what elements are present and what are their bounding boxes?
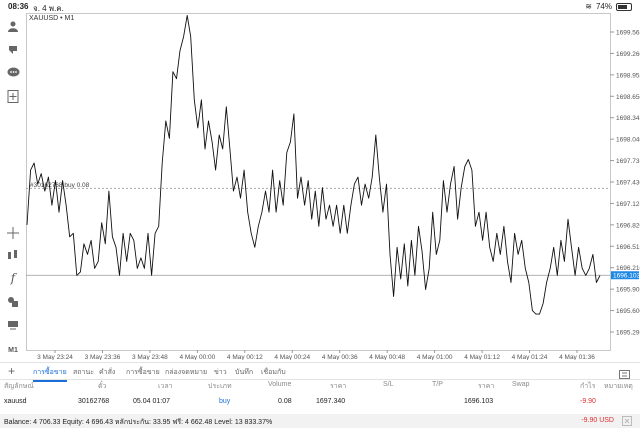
row-symbol: xauusd (4, 398, 27, 405)
layers-icon[interactable] (6, 318, 20, 332)
price-tick-label: 1697.735 (616, 158, 640, 165)
tab-status[interactable]: สถานะ (73, 369, 94, 376)
price-tick-label: 1698.650 (616, 94, 640, 101)
status-time: 08:36 (8, 2, 29, 11)
tab-connect[interactable]: เชื่อมกับ (261, 369, 286, 376)
time-tick-label: 4 May 00:48 (369, 354, 405, 360)
tab-journal[interactable]: บันทึก (235, 369, 254, 376)
user-icon[interactable] (6, 19, 20, 33)
col-swap: Swap (512, 381, 530, 388)
row-type: buy (219, 398, 231, 405)
price-tick-label: 1695.600 (616, 308, 640, 315)
time-tick-label: 4 May 01:36 (559, 354, 595, 360)
toolbox-tabs: + การซื้อขาย สถานะ คำสั่ง การซื้อขาย กล่… (0, 362, 640, 382)
indicator-icon[interactable] (6, 248, 20, 262)
price-tick-label: 1697.125 (616, 201, 640, 208)
tab-history[interactable]: การซื้อขาย (126, 369, 160, 376)
wifi-icon: ≋ (585, 2, 592, 11)
price-tick-label: 1695.905 (616, 287, 640, 294)
status-bar: 08:36 จ. 4 พ.ค. ≋ 74% (0, 0, 640, 13)
col-type: ประเภท (208, 383, 232, 390)
price-tick-label: 1698.345 (616, 115, 640, 122)
time-tick-label: 4 May 00:12 (227, 354, 263, 360)
timeframe-icon[interactable]: M1 (8, 346, 18, 354)
objects-icon[interactable] (6, 295, 20, 309)
transfer-icon[interactable] (6, 43, 20, 57)
row-profit: -9.90 (580, 398, 596, 405)
plot-frame (26, 13, 611, 351)
crosshair-icon[interactable] (6, 226, 20, 240)
price-series-line (26, 15, 601, 315)
tab-orders[interactable]: คำสั่ง (99, 369, 116, 376)
price-tick-label: 1696.820 (616, 222, 640, 229)
bid-price-label: 1696.103 (613, 273, 640, 280)
table-row[interactable]: xauusd 30162768 05.04 01:07 buy 0.08 169… (0, 398, 640, 410)
time-tick-label: 3 May 23:48 (132, 354, 168, 360)
chart-canvas[interactable]: 1699.565 1699.260 1698.955 1698.650 1698.345… (26, 13, 640, 360)
expand-icon[interactable] (619, 366, 630, 384)
time-tick-label: 4 May 01:00 (417, 354, 453, 360)
time-tick-label: 4 May 01:24 (512, 354, 548, 360)
col-comment: หมายเหตุ (604, 383, 633, 390)
col-profit: กำไร (580, 383, 596, 390)
time-tick-label: 3 May 23:36 (85, 354, 121, 360)
balance-bar: Balance: 4 706.33 Equity: 4 696.43 หลักป… (0, 414, 640, 428)
chart-toolbar: f M1 (0, 13, 26, 360)
battery-icon (616, 2, 632, 11)
close-position-icon[interactable] (622, 416, 632, 428)
col-price: ราคา (330, 383, 347, 390)
add-icon[interactable]: + (8, 364, 16, 378)
row-current-price: 1696.103 (464, 398, 494, 405)
price-tick-label: 1698.040 (616, 137, 640, 144)
time-tick-label: 4 May 01:12 (464, 354, 500, 360)
col-time: เวลา (158, 383, 173, 390)
price-tick-label: 1699.565 (616, 30, 640, 37)
col-ticket: ตั๋ว (98, 383, 107, 390)
row-time: 05.04 01:07 (133, 398, 170, 405)
row-volume: 0.08 (278, 398, 292, 405)
price-chart[interactable]: 1699.565 1699.260 1698.955 1698.650 1698.345… (26, 13, 640, 360)
battery-percent: 74% (595, 2, 612, 11)
price-tick-label: 1699.260 (616, 51, 640, 58)
tab-news[interactable]: ข่าว (214, 369, 227, 376)
add-chart-icon[interactable] (6, 89, 20, 103)
price-tick-label: 1697.430 (616, 180, 640, 187)
status-date: จ. 4 พ.ค. (33, 4, 64, 13)
time-tick-label: 4 May 00:36 (322, 354, 358, 360)
col-symbol: สัญลักษณ์ (4, 383, 34, 390)
row-price: 1697.340 (316, 398, 346, 405)
row-ticket: 30162768 (78, 398, 110, 405)
order-line-label: #30162768 buy 0.08 (30, 182, 90, 189)
chat-icon[interactable] (6, 66, 20, 80)
time-tick-label: 4 May 00:24 (274, 354, 310, 360)
price-tick-label: 1698.955 (616, 72, 640, 79)
bid-price-tag (611, 271, 639, 280)
price-tick-label: 1696.515 (616, 244, 640, 251)
col-volume: Volume (268, 381, 292, 388)
col-sl: S/L (383, 381, 394, 388)
col-tp: T/P (432, 381, 443, 388)
total-profit: -9.90 USD (581, 417, 614, 424)
chart-symbol-label: XAUUSD • M1 (29, 15, 75, 22)
price-tick-label: 1695.295 (616, 330, 640, 337)
col-current-price: ราคา (478, 383, 495, 390)
time-tick-label: 3 May 23:24 (37, 354, 73, 360)
function-icon[interactable]: f (10, 271, 16, 285)
time-tick-label: 4 May 00:00 (179, 354, 215, 360)
trade-table-header: สัญลักษณ์ ตั๋ว เวลา ประเภท Volume ราคา S… (0, 381, 640, 393)
balance-summary: Balance: 4 706.33 Equity: 4 696.43 หลักป… (4, 419, 273, 426)
tab-trade[interactable]: การซื้อขาย (33, 367, 67, 382)
price-tick-label: 1696.210 (616, 265, 640, 272)
tab-mailbox[interactable]: กล่องจดหมาย (165, 369, 208, 376)
